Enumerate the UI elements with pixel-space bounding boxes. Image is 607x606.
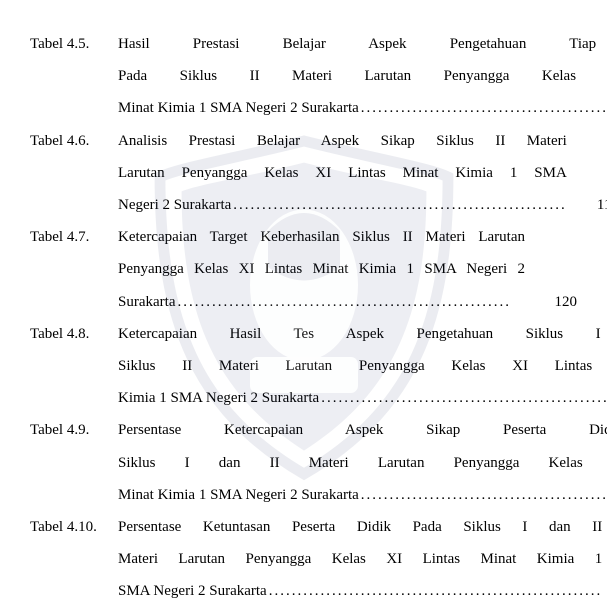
toc-line: Siklus I dan II Materi Larutan Penyangga… — [118, 447, 607, 479]
toc-line-last: Minat Kimia 1 SMA Negeri 2 Surakarta ...… — [118, 479, 607, 511]
toc-line-last: Kimia 1 SMA Negeri 2 Surakarta .........… — [118, 382, 607, 414]
toc-entry: Tabel 4.7. Ketercapaian Target Keberhasi… — [30, 221, 577, 318]
toc-leader-dots: ........................................… — [361, 479, 607, 511]
toc-entry: Tabel 4.6. Analisis Prestasi Belajar Asp… — [30, 125, 577, 222]
toc-text: Persentase Ketercapaian Aspek Sikap Pese… — [118, 414, 607, 511]
toc-entry: Tabel 4.8. Ketercapaian Hasil Tes Aspek … — [30, 318, 577, 415]
toc-line-last: Surakarta ..............................… — [118, 286, 525, 318]
toc-last-text: Negeri 2 Surakarta — [118, 189, 233, 221]
toc-leader-dots: ........................................… — [321, 382, 607, 414]
toc-line: Larutan Penyangga Kelas XI Lintas Minat … — [118, 157, 567, 189]
toc-line: Hasil Prestasi Belajar Aspek Pengetahuan… — [118, 28, 607, 60]
toc-leader-dots: ........................................… — [233, 189, 567, 221]
toc-text: Persentase Ketuntasan Peserta Didik Pada… — [118, 511, 607, 606]
toc-last-text: SMA Negeri 2 Surakarta — [118, 575, 269, 606]
toc-line: Persentase Ketercapaian Aspek Sikap Pese… — [118, 414, 607, 446]
toc-line: Pada Siklus II Materi Larutan Penyangga … — [118, 60, 607, 92]
toc-label: Tabel 4.8. — [30, 318, 118, 415]
toc-last-text: Minat Kimia 1 SMA Negeri 2 Surakarta — [118, 92, 361, 124]
toc-line-last: SMA Negeri 2 Surakarta .................… — [118, 575, 602, 606]
toc-line: Persentase Ketuntasan Peserta Didik Pada… — [118, 511, 602, 543]
toc-line-last: Minat Kimia 1 SMA Negeri 2 Surakarta ...… — [118, 92, 607, 124]
toc-text: Analisis Prestasi Belajar Aspek Sikap Si… — [118, 125, 585, 222]
toc-leader-dots: ........................................… — [361, 92, 607, 124]
toc-entry: Tabel 4.10. Persentase Ketuntasan Pesert… — [30, 511, 577, 606]
toc-text: Ketercapaian Target Keberhasilan Siklus … — [118, 221, 543, 318]
toc-label: Tabel 4.10. — [30, 511, 118, 606]
toc-leader-dots: ........................................… — [177, 286, 525, 318]
toc-line: Siklus II Materi Larutan Penyangga Kelas… — [118, 350, 607, 382]
toc-page-number: 120 — [543, 286, 577, 318]
toc-text: Ketercapaian Hasil Tes Aspek Pengetahuan… — [118, 318, 607, 415]
toc-last-text: Minat Kimia 1 SMA Negeri 2 Surakarta — [118, 479, 361, 511]
toc-last-text: Surakarta — [118, 286, 177, 318]
toc-entry: Tabel 4.5. Hasil Prestasi Belajar Aspek … — [30, 28, 577, 125]
toc-line: Ketercapaian Target Keberhasilan Siklus … — [118, 221, 525, 253]
toc-line: Ketercapaian Hasil Tes Aspek Pengetahuan… — [118, 318, 607, 350]
toc-line-last: Negeri 2 Surakarta .....................… — [118, 189, 567, 221]
toc-line: Analisis Prestasi Belajar Aspek Sikap Si… — [118, 125, 567, 157]
toc-line: Materi Larutan Penyangga Kelas XI Lintas… — [118, 543, 602, 575]
toc-leader-dots: ........................................… — [269, 575, 603, 606]
page: Tabel 4.5. Hasil Prestasi Belajar Aspek … — [0, 0, 607, 606]
toc-text: Hasil Prestasi Belajar Aspek Pengetahuan… — [118, 28, 607, 125]
toc-label: Tabel 4.6. — [30, 125, 118, 222]
toc-line: Penyangga Kelas XI Lintas Minat Kimia 1 … — [118, 253, 525, 285]
toc-last-text: Kimia 1 SMA Negeri 2 Surakarta — [118, 382, 321, 414]
toc-label: Tabel 4.5. — [30, 28, 118, 125]
toc-label: Tabel 4.9. — [30, 414, 118, 511]
toc-label: Tabel 4.7. — [30, 221, 118, 318]
toc-entry: Tabel 4.9. Persentase Ketercapaian Aspek… — [30, 414, 577, 511]
toc-page-number: 117 — [585, 189, 607, 221]
